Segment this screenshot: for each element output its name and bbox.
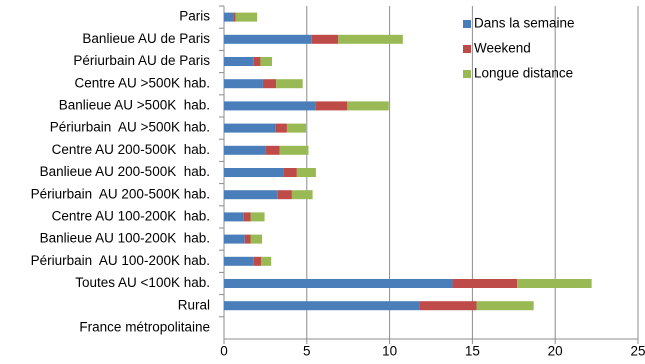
legend-label: Dans la semaine bbox=[474, 16, 575, 31]
bar-segment bbox=[296, 168, 316, 177]
legend-swatch bbox=[463, 45, 471, 53]
y-tick-label: Centre AU >500K hab. bbox=[75, 75, 210, 90]
bar-segment bbox=[224, 57, 254, 66]
bar-segment bbox=[275, 123, 287, 133]
bar-segment bbox=[253, 57, 261, 66]
y-tick-label: Banlieue AU 100-200K hab. bbox=[40, 231, 210, 246]
bar-segment bbox=[253, 256, 262, 266]
bar-segment bbox=[224, 79, 263, 89]
bar-segment bbox=[283, 168, 297, 177]
y-tick-label: Toutes AU <100K hab. bbox=[75, 275, 210, 290]
bar-segment bbox=[452, 279, 518, 288]
bar-segment bbox=[224, 234, 245, 244]
bar-segment bbox=[250, 234, 263, 244]
x-tick-label: 0 bbox=[220, 344, 228, 359]
y-tick-label: Centre AU 200-500K hab. bbox=[52, 142, 210, 157]
y-tick-label: Périurbain AU >500K hab. bbox=[50, 120, 210, 135]
y-tick-label: Banlieue AU >500K hab. bbox=[59, 97, 210, 112]
bar-segment bbox=[224, 301, 420, 311]
bar-segment bbox=[244, 234, 251, 244]
x-tick-label: 10 bbox=[382, 344, 397, 359]
legend-swatch bbox=[463, 70, 471, 78]
bar-segment bbox=[286, 123, 306, 133]
bar-segment bbox=[419, 301, 477, 311]
bar-segment bbox=[235, 12, 258, 22]
bar-segment bbox=[224, 101, 316, 111]
bar-segment bbox=[338, 34, 403, 44]
y-tick-label: Périurbain AU 100-200K hab. bbox=[31, 253, 210, 268]
bar-segment bbox=[261, 256, 272, 266]
bar-segment bbox=[224, 212, 244, 222]
x-tick-label: 15 bbox=[465, 344, 480, 359]
bar-segment bbox=[265, 145, 280, 155]
bar-segment bbox=[224, 123, 276, 133]
legend-label: Weekend bbox=[474, 41, 531, 56]
x-tick-label: 5 bbox=[303, 344, 311, 359]
y-tick-label: Centre AU 100-200K hab. bbox=[52, 208, 210, 223]
bar-segment bbox=[224, 279, 453, 288]
bar-segment bbox=[233, 12, 236, 22]
bar-segment bbox=[476, 301, 534, 311]
x-tick-label: 25 bbox=[630, 344, 645, 359]
bar-segment bbox=[243, 212, 251, 222]
bar-segment bbox=[276, 79, 303, 89]
bar-segment bbox=[277, 190, 292, 200]
bar-segment bbox=[224, 190, 278, 200]
bar-segment bbox=[517, 279, 592, 288]
bar-segment bbox=[311, 34, 339, 44]
y-tick-label: France métropolitaine bbox=[79, 319, 210, 334]
bar-segment bbox=[315, 101, 348, 111]
bar-segment bbox=[260, 57, 273, 66]
bar-segment bbox=[224, 256, 254, 266]
bar-segment bbox=[347, 101, 389, 111]
legend-label: Longue distance bbox=[474, 66, 573, 81]
bar-segment bbox=[262, 79, 277, 89]
legend-swatch bbox=[463, 20, 471, 28]
bar-segment bbox=[291, 190, 313, 200]
bar-segment bbox=[224, 145, 266, 155]
y-tick-label: Paris bbox=[179, 9, 210, 24]
bar-segment bbox=[224, 12, 234, 22]
bar-segment bbox=[224, 168, 284, 177]
y-tick-label: Périurbain AU de Paris bbox=[73, 53, 210, 68]
y-tick-label: Banlieue AU de Paris bbox=[82, 31, 210, 46]
bar-segment bbox=[224, 34, 312, 44]
x-tick-label: 20 bbox=[548, 344, 563, 359]
bar-segment bbox=[250, 212, 265, 222]
y-tick-label: Banlieue AU 200-500K hab. bbox=[40, 164, 210, 179]
y-tick-label: Périurbain AU 200-500K hab. bbox=[31, 186, 210, 201]
bar-segment bbox=[279, 145, 309, 155]
y-tick-label: Rural bbox=[178, 297, 210, 312]
